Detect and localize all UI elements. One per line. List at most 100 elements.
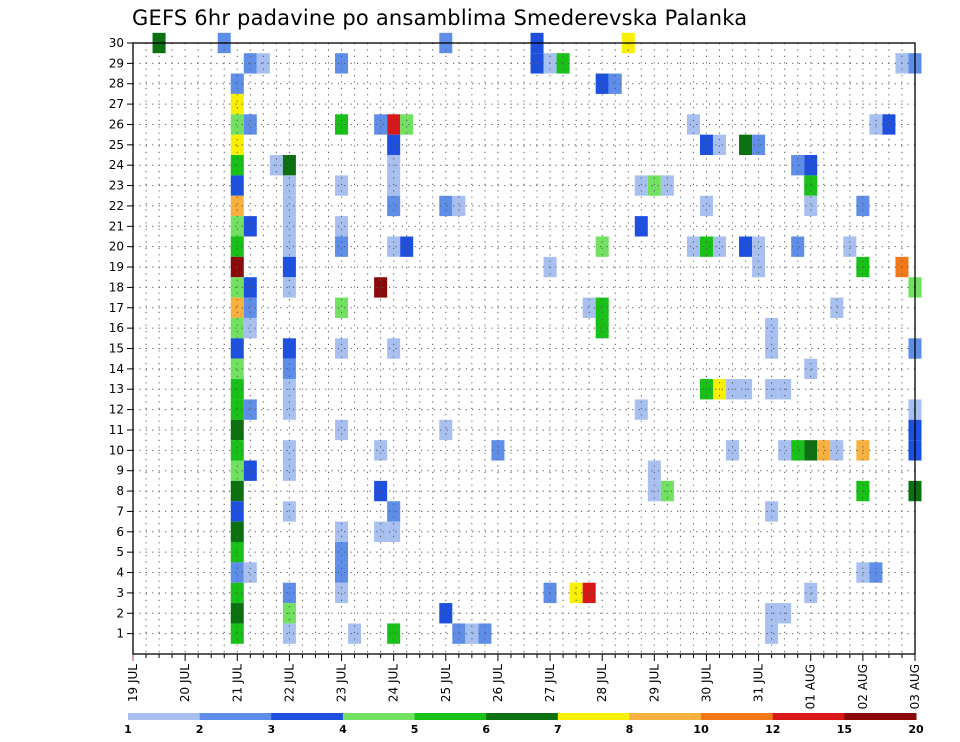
- heatmap-cell: [230, 582, 244, 604]
- heatmap-cell: [348, 623, 362, 644]
- heatmap-cell: [387, 338, 401, 359]
- plot-frame: [132, 42, 916, 655]
- y-tick-label: 29: [109, 56, 124, 70]
- heatmap-cell: [243, 277, 257, 298]
- y-tick-label: 12: [109, 403, 124, 417]
- heatmap-cell: [765, 338, 779, 359]
- heatmap-cell: [387, 236, 401, 257]
- heatmap-cell: [230, 73, 244, 94]
- heatmap-cell: [230, 195, 244, 217]
- heatmap-cell: [282, 175, 296, 196]
- y-axis: 1234567891011121314151617181920212223242…: [109, 36, 133, 641]
- heatmap-cell: [230, 419, 244, 441]
- heatmap-cell: [608, 73, 622, 94]
- heatmap-cell: [230, 358, 244, 380]
- y-tick-label: 5: [116, 545, 124, 559]
- heatmap-cell: [230, 460, 244, 481]
- heatmap-cell: [712, 134, 727, 156]
- heatmap-cell: [335, 216, 349, 237]
- heatmap-cell: [230, 236, 244, 257]
- heatmap-cell: [230, 521, 244, 542]
- x-tick-label: 31 JUL: [752, 664, 766, 702]
- x-tick-label: 27 JUL: [543, 664, 557, 702]
- heatmap-cell: [804, 175, 818, 196]
- y-tick-label: 11: [109, 423, 124, 437]
- y-tick-label: 6: [116, 525, 124, 539]
- heatmap-cell: [739, 236, 753, 257]
- y-tick-label: 19: [109, 260, 124, 274]
- heatmap-cell: [230, 338, 244, 359]
- x-tick-label: 30 JUL: [699, 664, 713, 702]
- heatmap-cell: [282, 460, 296, 481]
- legend-swatch: [844, 713, 917, 720]
- heatmap-cell: [804, 440, 818, 461]
- legend-label: 10: [693, 723, 709, 736]
- heatmap-cell: [452, 195, 466, 217]
- y-tick-label: 8: [116, 484, 124, 498]
- legend-swatch: [414, 713, 487, 720]
- heatmap-cell: [830, 297, 844, 318]
- y-tick-label: 16: [109, 321, 124, 335]
- heatmap-cell: [830, 440, 844, 461]
- heatmap-cell: [335, 541, 349, 563]
- legend-swatch: [199, 713, 272, 720]
- x-tick-label: 02 AUG: [856, 664, 870, 709]
- heatmap-cell: [804, 582, 818, 604]
- heatmap-cell: [595, 317, 609, 339]
- heatmap-cell: [660, 175, 674, 196]
- heatmap-cell: [595, 297, 609, 318]
- heatmap-cell: [752, 134, 766, 156]
- heatmap-cell: [778, 440, 792, 461]
- heatmap-cell: [465, 623, 479, 644]
- heatmap-cell: [582, 297, 596, 318]
- legend-label: 12: [765, 723, 780, 736]
- heatmap-cell: [765, 623, 779, 644]
- heatmap-cell: [335, 521, 349, 542]
- heatmap-cell: [804, 195, 818, 217]
- legend-label: 8: [626, 723, 634, 736]
- heatmap-cell: [282, 277, 296, 298]
- heatmap-cell: [282, 195, 296, 217]
- heatmap-cell: [582, 582, 596, 604]
- heatmap-cell: [230, 134, 244, 156]
- heatmap-cell: [243, 460, 257, 481]
- y-tick-label: 14: [109, 362, 124, 376]
- x-tick-label: 29 JUL: [647, 664, 661, 702]
- heatmap-cell: [400, 236, 414, 257]
- heatmap-cell: [647, 175, 661, 196]
- x-tick-label: 23 JUL: [335, 664, 349, 702]
- legend-label: 6: [482, 723, 490, 736]
- y-tick-label: 15: [109, 342, 124, 356]
- y-tick-label: 3: [116, 586, 124, 600]
- heatmap-cell: [634, 175, 648, 196]
- x-tick-label: 24 JUL: [387, 664, 401, 702]
- y-tick-label: 10: [109, 443, 124, 457]
- legend-label: 7: [554, 723, 562, 736]
- heatmap-cell: [335, 562, 349, 583]
- x-tick-label: 25 JUL: [439, 664, 453, 702]
- x-tick-label: 28 JUL: [595, 664, 609, 702]
- legend-swatch: [271, 713, 344, 720]
- heatmap-cell: [387, 134, 401, 156]
- heatmap-cell: [230, 216, 244, 237]
- heatmap-cell: [817, 440, 831, 461]
- legend-label: 3: [267, 723, 275, 736]
- heatmap-cell: [282, 399, 296, 420]
- heatmap-cell: [791, 440, 805, 461]
- grid-layer: [133, 43, 915, 654]
- heatmap-cell: [739, 134, 753, 156]
- legend-swatch: [772, 713, 845, 720]
- heatmap-cell: [374, 114, 388, 135]
- heatmap-cell: [335, 582, 349, 604]
- heatmap-cell: [647, 460, 661, 481]
- heatmap-cell: [230, 297, 244, 318]
- heatmap-cell: [230, 175, 244, 196]
- x-tick-label: 26 JUL: [491, 664, 505, 702]
- y-tick-label: 4: [116, 566, 124, 580]
- heatmap-cell: [765, 317, 779, 339]
- legend-label: 15: [837, 723, 852, 736]
- legend-label: 5: [411, 723, 419, 736]
- heatmap-cell: [243, 216, 257, 237]
- heatmap-cell: [752, 236, 766, 257]
- heatmap-cell: [282, 440, 296, 461]
